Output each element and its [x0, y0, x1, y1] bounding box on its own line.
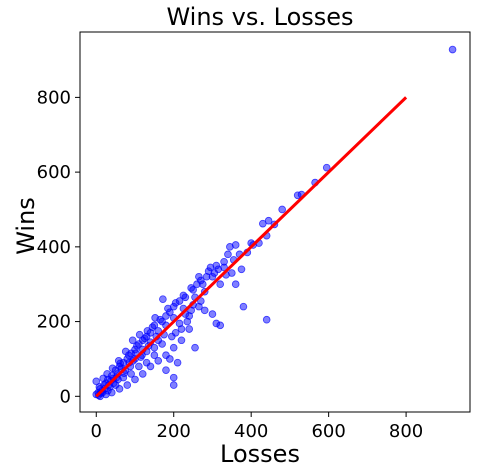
data-point	[226, 243, 234, 251]
data-point	[154, 357, 163, 365]
data-point	[133, 342, 141, 350]
data-point	[216, 321, 224, 330]
data-point	[169, 373, 178, 382]
x-tick-label: 600	[311, 421, 345, 442]
data-point	[140, 334, 149, 343]
data-point	[195, 272, 203, 281]
y-tick-label: 400	[37, 237, 71, 258]
x-tick-label: 200	[157, 421, 191, 442]
data-point	[138, 370, 147, 378]
data-point	[187, 284, 195, 292]
data-point	[171, 299, 180, 307]
data-point	[150, 351, 159, 360]
y-tick-label: 0	[60, 386, 71, 407]
data-point	[264, 216, 273, 225]
data-point	[92, 377, 101, 386]
data-point	[151, 314, 159, 322]
data-point	[135, 362, 143, 371]
data-point	[103, 370, 111, 378]
data-point	[185, 325, 194, 333]
y-tick-label: 600	[37, 162, 71, 183]
x-axis: 0 200 400 600 800	[91, 412, 423, 442]
data-point	[175, 319, 184, 328]
y-axis: 0 200 400 600 800	[37, 87, 80, 407]
x-axis-label: Losses	[220, 440, 300, 468]
data-point	[191, 343, 199, 352]
data-point	[162, 366, 170, 374]
data-point	[200, 306, 209, 315]
y-tick-label: 200	[37, 312, 71, 333]
data-point	[167, 332, 176, 341]
y-tick-label: 800	[37, 87, 71, 108]
data-point	[177, 336, 186, 345]
data-point	[164, 304, 172, 313]
data-point	[142, 358, 151, 367]
data-point	[224, 250, 232, 259]
chart-title: Wins vs. Losses	[166, 3, 353, 31]
data-point	[121, 347, 130, 356]
fit-line	[95, 96, 408, 398]
data-point	[108, 364, 117, 373]
x-tick-label: 800	[389, 421, 423, 442]
data-point	[169, 343, 178, 352]
y-axis-label: Wins	[12, 197, 40, 255]
data-point	[197, 297, 205, 305]
data-point	[131, 375, 139, 384]
data-point	[322, 163, 331, 172]
data-point	[148, 323, 157, 331]
data-point	[448, 45, 457, 54]
data-point	[220, 263, 228, 272]
data-point	[169, 381, 178, 389]
data-point	[183, 317, 192, 326]
data-point	[143, 327, 152, 335]
plot-area	[79, 31, 471, 413]
data-point	[239, 302, 248, 311]
data-point	[114, 357, 123, 365]
data-point	[208, 310, 217, 318]
x-tick-label: 400	[234, 421, 268, 442]
data-point	[173, 358, 182, 367]
data-point	[293, 191, 302, 200]
data-point	[123, 381, 132, 389]
data-point	[187, 306, 195, 315]
x-tick-label: 0	[91, 421, 102, 442]
plot-frame	[79, 31, 471, 413]
data-point	[262, 315, 271, 324]
data-point	[159, 295, 167, 303]
data-point	[237, 265, 246, 274]
data-point	[166, 355, 174, 363]
data-point	[278, 205, 286, 214]
data-point	[135, 330, 144, 339]
data-point	[231, 280, 240, 289]
data-point	[206, 263, 215, 272]
data-point	[162, 312, 170, 320]
data-point	[128, 336, 137, 345]
data-point	[216, 280, 224, 289]
data-point	[198, 280, 207, 289]
data-point	[202, 272, 211, 281]
data-point	[259, 219, 267, 228]
data-point	[179, 291, 188, 300]
